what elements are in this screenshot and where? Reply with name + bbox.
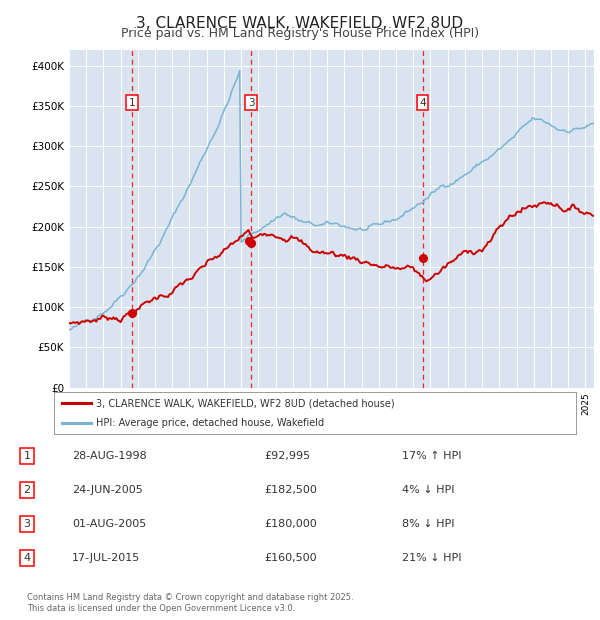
Text: 3, CLARENCE WALK, WAKEFIELD, WF2 8UD: 3, CLARENCE WALK, WAKEFIELD, WF2 8UD — [136, 16, 464, 30]
Text: 1: 1 — [23, 451, 31, 461]
Text: 4: 4 — [419, 98, 426, 108]
Text: 3: 3 — [248, 98, 254, 108]
Text: 2: 2 — [23, 485, 31, 495]
Text: 21% ↓ HPI: 21% ↓ HPI — [402, 553, 461, 563]
Text: Price paid vs. HM Land Registry's House Price Index (HPI): Price paid vs. HM Land Registry's House … — [121, 27, 479, 40]
Text: 01-AUG-2005: 01-AUG-2005 — [72, 519, 146, 529]
Text: £182,500: £182,500 — [264, 485, 317, 495]
Text: 17% ↑ HPI: 17% ↑ HPI — [402, 451, 461, 461]
Text: 28-AUG-1998: 28-AUG-1998 — [72, 451, 147, 461]
Text: 3, CLARENCE WALK, WAKEFIELD, WF2 8UD (detached house): 3, CLARENCE WALK, WAKEFIELD, WF2 8UD (de… — [96, 398, 394, 408]
Text: 17-JUL-2015: 17-JUL-2015 — [72, 553, 140, 563]
Text: HPI: Average price, detached house, Wakefield: HPI: Average price, detached house, Wake… — [96, 418, 324, 428]
Text: 1: 1 — [128, 98, 135, 108]
Text: 3: 3 — [23, 519, 31, 529]
Text: 4: 4 — [23, 553, 31, 563]
Text: £160,500: £160,500 — [264, 553, 317, 563]
Text: Contains HM Land Registry data © Crown copyright and database right 2025.
This d: Contains HM Land Registry data © Crown c… — [27, 593, 353, 613]
Text: 4% ↓ HPI: 4% ↓ HPI — [402, 485, 455, 495]
Text: £92,995: £92,995 — [264, 451, 310, 461]
Text: £180,000: £180,000 — [264, 519, 317, 529]
Text: 24-JUN-2005: 24-JUN-2005 — [72, 485, 143, 495]
Text: 8% ↓ HPI: 8% ↓ HPI — [402, 519, 455, 529]
